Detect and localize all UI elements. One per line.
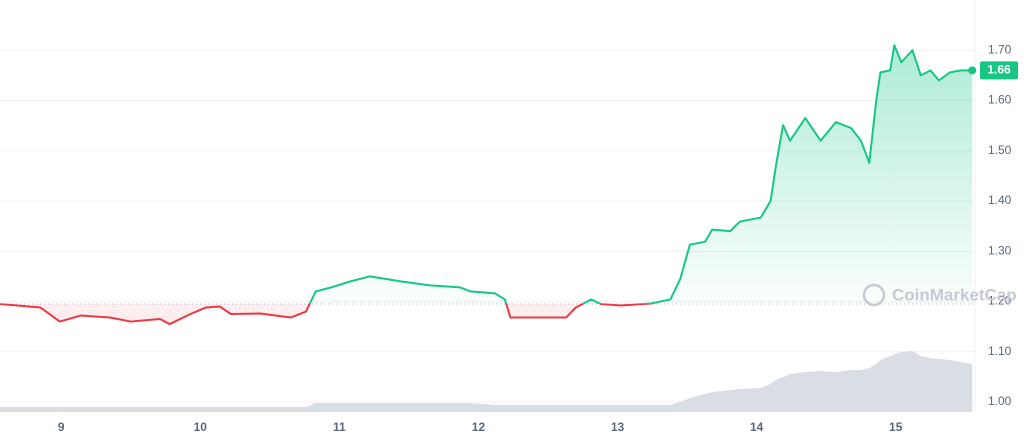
x-tick-label: 12 [472,420,486,434]
last-price-box [980,61,1018,80]
last-price-dot [968,66,977,75]
x-tick-label: 15 [889,420,903,434]
y-tick-label: 1.30 [988,243,1012,257]
y-tick-label: 1.40 [988,193,1012,207]
price-area [0,45,973,325]
x-tick-label: 14 [750,420,764,434]
x-tick-label: 13 [611,420,625,434]
y-tick-label: 1.10 [988,344,1012,358]
last-price-label: 1.66 [987,63,1011,77]
x-tick-label: 9 [58,420,65,434]
y-tick-label: 1.50 [988,143,1012,157]
x-tick-label: 10 [194,420,208,434]
price-line [0,44,973,326]
watermark-logo [862,283,886,307]
watermark: CoinMarketCap [892,285,1017,304]
x-tick-label: 11 [333,420,346,434]
y-tick-label: 1.20 [988,294,1012,308]
y-tick-label: 1.60 [988,93,1012,107]
volume-area [0,351,973,412]
y-tick-label: 1.00 [988,394,1012,408]
y-tick-label: 1.70 [988,42,1012,56]
